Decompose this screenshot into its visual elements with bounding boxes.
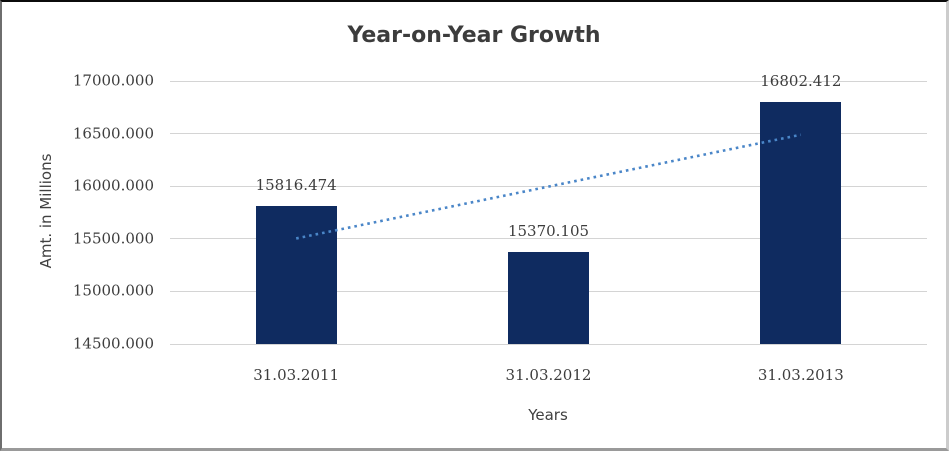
bar-31.03.2012 — [508, 252, 589, 344]
x-category-label: 31.03.2012 — [505, 366, 592, 384]
data-label: 15816.474 — [255, 175, 337, 194]
data-label: 16802.412 — [760, 71, 842, 90]
x-category-label: 31.03.2013 — [757, 366, 844, 384]
y-tick-label: 16000.000 — [72, 176, 154, 195]
y-axis-title: Amt. in Millions — [37, 153, 55, 269]
x-axis-title: Years — [528, 406, 568, 424]
y-tick-label: 15000.000 — [72, 281, 154, 300]
bar-31.03.2011 — [255, 205, 337, 344]
x-category-label: 31.03.2011 — [253, 366, 340, 384]
plot-area — [170, 80, 927, 345]
bar-31.03.2013 — [760, 101, 842, 344]
y-tick-label: 16500.000 — [72, 123, 154, 142]
y-tick-label: 17000.000 — [72, 71, 154, 90]
y-tick-label: 15500.000 — [72, 229, 154, 248]
data-label: 15370.105 — [507, 222, 590, 241]
y-tick-label: 14500.000 — [72, 334, 154, 353]
chart-title: Year-on-Year Growth — [347, 23, 601, 48]
